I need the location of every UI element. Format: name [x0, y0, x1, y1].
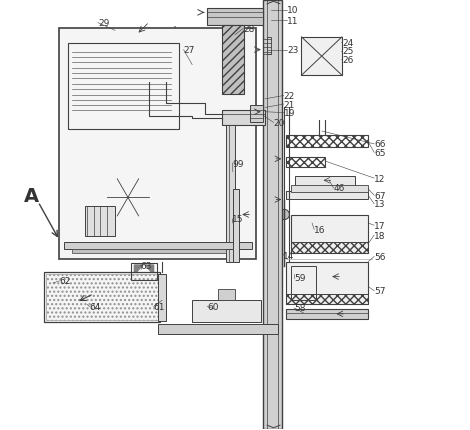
Bar: [233, 189, 239, 262]
Bar: [192, 301, 261, 322]
Bar: [267, 38, 271, 55]
Polygon shape: [134, 265, 143, 275]
Bar: [286, 157, 325, 168]
Text: 60: 60: [207, 302, 219, 311]
Bar: [290, 215, 368, 253]
Text: 61: 61: [154, 302, 165, 311]
Text: 56: 56: [374, 252, 386, 261]
Text: 66: 66: [374, 140, 386, 149]
Text: 99: 99: [233, 159, 244, 168]
Text: 28: 28: [243, 25, 255, 34]
Text: 46: 46: [334, 184, 345, 193]
Text: A: A: [24, 186, 39, 205]
Text: 11: 11: [287, 16, 299, 25]
Text: 27: 27: [184, 46, 195, 55]
Bar: [227, 125, 235, 262]
Text: 14: 14: [283, 251, 294, 260]
Bar: [85, 206, 115, 237]
Text: 15: 15: [233, 215, 244, 224]
Text: 19: 19: [284, 109, 295, 118]
Bar: [263, 1, 282, 429]
Text: 21: 21: [284, 100, 295, 109]
Text: 67: 67: [374, 191, 386, 200]
Bar: [290, 243, 368, 253]
Bar: [64, 243, 252, 249]
Text: 26: 26: [342, 56, 353, 65]
Text: 24: 24: [342, 39, 353, 48]
Circle shape: [314, 49, 329, 64]
Bar: [286, 294, 368, 305]
Text: 22: 22: [284, 92, 295, 101]
Text: 62: 62: [59, 277, 71, 286]
Text: 18: 18: [374, 231, 386, 240]
Bar: [286, 136, 368, 148]
Bar: [286, 262, 368, 305]
Bar: [59, 29, 257, 260]
Bar: [132, 263, 157, 280]
Text: 16: 16: [314, 225, 326, 234]
Text: 65: 65: [374, 148, 386, 157]
Bar: [286, 309, 368, 319]
Bar: [222, 26, 243, 95]
Text: 17: 17: [374, 221, 386, 230]
Text: 57: 57: [374, 286, 386, 295]
Text: 10: 10: [287, 6, 299, 15]
Bar: [222, 111, 265, 125]
Bar: [72, 249, 227, 253]
Bar: [290, 185, 368, 193]
Text: 25: 25: [342, 47, 353, 56]
Bar: [46, 274, 158, 320]
Text: 59: 59: [294, 274, 306, 283]
Text: 13: 13: [374, 200, 386, 209]
Bar: [68, 44, 180, 129]
Bar: [250, 106, 263, 123]
Bar: [290, 266, 316, 301]
Circle shape: [279, 210, 290, 220]
Bar: [207, 9, 263, 26]
Polygon shape: [145, 265, 154, 275]
Text: 63: 63: [141, 261, 152, 270]
Bar: [45, 273, 160, 322]
Text: 58: 58: [294, 304, 306, 313]
Text: 20: 20: [274, 119, 285, 128]
Bar: [218, 290, 235, 301]
Bar: [301, 38, 342, 76]
Text: 64: 64: [89, 302, 101, 311]
Bar: [295, 177, 355, 187]
Bar: [158, 274, 166, 321]
Bar: [286, 191, 368, 199]
Text: 29: 29: [98, 19, 110, 28]
Text: 12: 12: [374, 174, 385, 183]
Bar: [158, 324, 278, 335]
Text: 23: 23: [287, 46, 298, 55]
